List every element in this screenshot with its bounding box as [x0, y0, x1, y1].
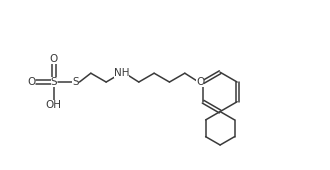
Text: S: S [72, 77, 79, 87]
Text: O: O [196, 77, 204, 87]
Text: O: O [27, 77, 35, 87]
Text: OH: OH [46, 100, 62, 110]
Text: O: O [50, 54, 58, 64]
Text: NH: NH [114, 68, 129, 78]
Text: S: S [50, 77, 57, 87]
